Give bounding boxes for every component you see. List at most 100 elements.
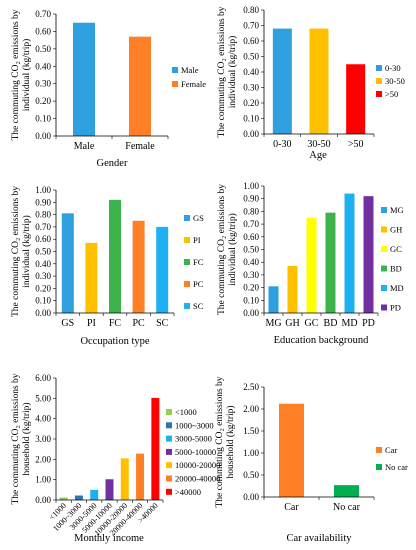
y-axis-label: The commuting CO₂ emissions by xyxy=(217,184,227,315)
y-tick-label: 0.20 xyxy=(243,283,259,293)
y-axis-label: individual (kg/trip) xyxy=(227,36,238,109)
y-axis-label: The commuting CO₂ emissions by xyxy=(11,373,21,504)
x-tick-label: GS xyxy=(61,318,74,329)
y-tick-label: 0.80 xyxy=(243,206,259,216)
y-tick-label: 0.60 xyxy=(35,26,51,36)
legend-label: No car xyxy=(385,462,408,472)
x-tick-label: SC xyxy=(156,318,169,329)
chart-panel-4: 0.00 0.10 0.20 0.30 0.40 0.50 0.60 0.70 0.80 0.90… xyxy=(217,181,404,346)
legend-label: PI xyxy=(193,235,201,245)
legend-label: 1000~3000 xyxy=(175,420,214,430)
legend-swatch xyxy=(184,237,190,243)
y-axis-label: individual (kg/trip) xyxy=(227,213,238,286)
y-axis-label: household (kg/trip) xyxy=(225,405,236,478)
bar--1000 xyxy=(59,497,68,500)
y-tick-label: 0.60 xyxy=(35,234,51,244)
x-axis-label: Occupation type xyxy=(80,336,149,347)
y-tick-label: 0.00 xyxy=(243,308,259,318)
legend-label: MD xyxy=(390,283,404,293)
y-tick-label: 0.70 xyxy=(35,222,51,232)
legend-label: 0-30 xyxy=(385,63,401,73)
legend-label: >50 xyxy=(385,89,398,99)
bar-male xyxy=(73,22,95,136)
legend-label: GC xyxy=(390,244,402,254)
legend-label: 30-50 xyxy=(385,76,405,86)
legend-swatch xyxy=(184,259,190,265)
x-axis-label: Education background xyxy=(274,335,370,346)
bar-30-50 xyxy=(309,28,329,135)
legend-swatch xyxy=(381,265,387,272)
legend-swatch xyxy=(381,226,387,233)
x-tick-label: MD xyxy=(341,318,357,329)
chart-panel-5: 0.00 1.00 2.00 3.00 4.00 5.00 6.00 <1000 1000~30… xyxy=(11,373,220,544)
legend-label: 3000-5000 xyxy=(175,434,212,444)
y-tick-label: 0.80 xyxy=(35,210,51,220)
y-tick-label: 1.00 xyxy=(243,181,259,191)
legend-label: <1000 xyxy=(175,407,197,417)
chart-panel-1: 0.00 0.10 0.20 0.30 0.40 0.50 0.60 0.70 Male Fema… xyxy=(11,9,206,169)
legend-label: FC xyxy=(193,257,204,267)
legend-label: 20000-40000 xyxy=(175,474,220,484)
legend-label: Car xyxy=(385,445,397,455)
legend-swatch xyxy=(381,246,387,252)
x-tick-label: >50 xyxy=(348,139,364,150)
y-tick-label: 0.00 xyxy=(35,495,51,505)
y-tick-label: 5.00 xyxy=(35,393,51,403)
y-tick-label: 0.10 xyxy=(35,296,51,306)
x-tick-label: GH xyxy=(285,318,299,329)
y-tick-label: 0.00 xyxy=(35,131,51,141)
y-tick-label: 0.50 xyxy=(243,245,259,255)
y-tick-label: 6.00 xyxy=(35,373,51,383)
bar-gs xyxy=(61,213,74,313)
x-axis-label: Car availability xyxy=(286,533,352,544)
y-tick-label: 0.40 xyxy=(35,259,51,269)
y-tick-label: 0.50 xyxy=(35,44,51,54)
chart-panel-6: 0.00 0.50 1.00 1.50 2.00 2.50 Car No car The com… xyxy=(215,376,408,544)
y-tick-label: 2.00 xyxy=(35,454,51,464)
legend-label: BD xyxy=(390,264,402,274)
y-axis-label: The commuting CO₂ emissions by xyxy=(11,186,21,317)
y-tick-label: 1.00 xyxy=(35,475,51,485)
legend-label: MG xyxy=(390,205,404,215)
y-tick-label: 0.80 xyxy=(243,5,259,15)
bar-sc xyxy=(156,226,169,313)
bar-0-30 xyxy=(272,28,292,135)
bar-pc xyxy=(132,220,145,313)
x-tick-label: 0-30 xyxy=(273,139,291,150)
legend-swatch xyxy=(381,304,387,311)
legend-label: 5000-10000 xyxy=(175,447,216,457)
legend-swatch xyxy=(172,67,178,73)
x-tick-label: Car xyxy=(284,502,299,513)
x-axis-label: Age xyxy=(309,150,327,161)
legend-label: Male xyxy=(181,65,199,75)
x-axis-label: Monthly income xyxy=(74,533,144,544)
y-tick-label: 3.00 xyxy=(35,434,51,444)
x-tick-label: PC xyxy=(132,318,145,329)
bar-gh xyxy=(287,266,298,313)
y-tick-label: 0.30 xyxy=(35,271,51,281)
legend-swatch xyxy=(166,435,172,442)
bar-gc xyxy=(306,217,317,313)
y-tick-label: 0.90 xyxy=(35,197,51,207)
y-tick-label: 0.40 xyxy=(243,257,259,267)
legend-swatch xyxy=(376,78,382,84)
y-tick-label: 0.30 xyxy=(243,83,259,93)
y-tick-label: 0.00 xyxy=(243,492,259,502)
legend-swatch xyxy=(184,281,190,287)
legend-swatch xyxy=(184,303,190,309)
bar-car xyxy=(279,403,304,497)
y-tick-label: 0.10 xyxy=(35,114,51,124)
y-tick-label: 2.50 xyxy=(243,382,259,392)
bar--40000 xyxy=(151,397,160,500)
legend-label: >40000 xyxy=(175,487,201,497)
y-tick-label: 0.50 xyxy=(35,247,51,257)
y-tick-label: 0.00 xyxy=(35,308,51,318)
x-axis-label: Gender xyxy=(97,158,128,169)
chart-panel-3: 0.00 0.10 0.20 0.30 0.40 0.50 0.60 0.70 0.80 0.90… xyxy=(11,185,204,347)
x-tick-label: Male xyxy=(74,141,95,152)
bar-md xyxy=(344,193,355,313)
y-tick-label: 0.00 xyxy=(243,129,259,139)
bar-female xyxy=(129,36,151,136)
y-tick-label: 0.30 xyxy=(243,270,259,280)
x-tick-label: 30-50 xyxy=(307,139,330,150)
